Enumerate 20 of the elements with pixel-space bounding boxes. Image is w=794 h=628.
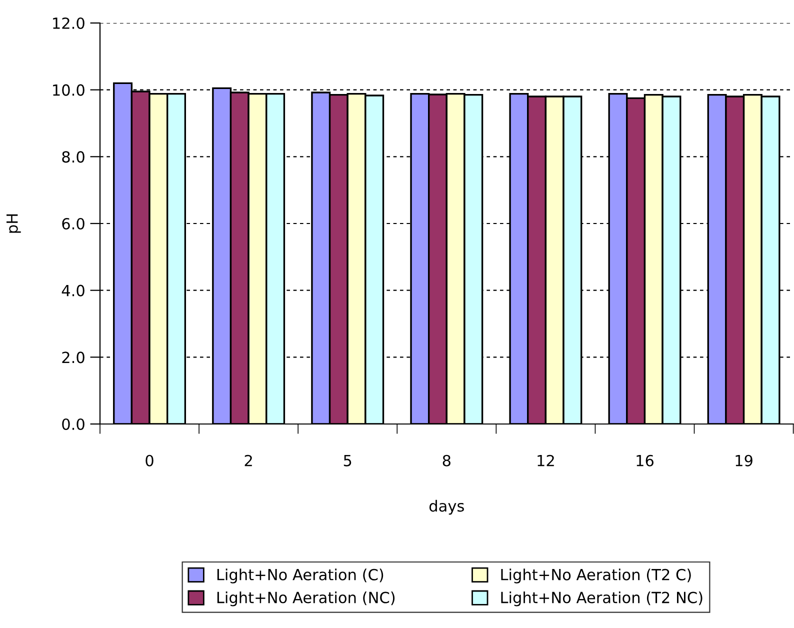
x-tick-label: 0 [146,454,154,466]
x-tick-label: 12 [538,454,554,466]
y-tick-label: 4.0 [62,284,84,296]
legend-label: Light+No Aeration (C) [217,568,384,584]
y-tick-label: 10.0 [53,84,84,96]
legend-label: Light+No Aeration (T2 NC) [501,591,702,606]
legend-label: Light+No Aeration (NC) [217,591,395,606]
x-tick-label: 16 [636,454,654,466]
x-tick-label: 19 [736,454,752,466]
y-tick-label: 2.0 [62,352,84,364]
y-tick-label: 8.0 [62,151,84,163]
y-tick-label: 6.0 [62,218,84,230]
legend-label: Light+No Aeration (T2 C) [501,568,691,584]
x-tick-label: 2 [244,454,252,466]
y-tick-label: 0.0 [62,418,84,430]
x-axis-title: days [429,500,464,515]
y-axis-title: pH [6,214,21,233]
x-tick-label: 5 [344,455,352,466]
y-tick-label: 12.0 [53,17,84,30]
x-tick-label: 8 [442,454,450,466]
